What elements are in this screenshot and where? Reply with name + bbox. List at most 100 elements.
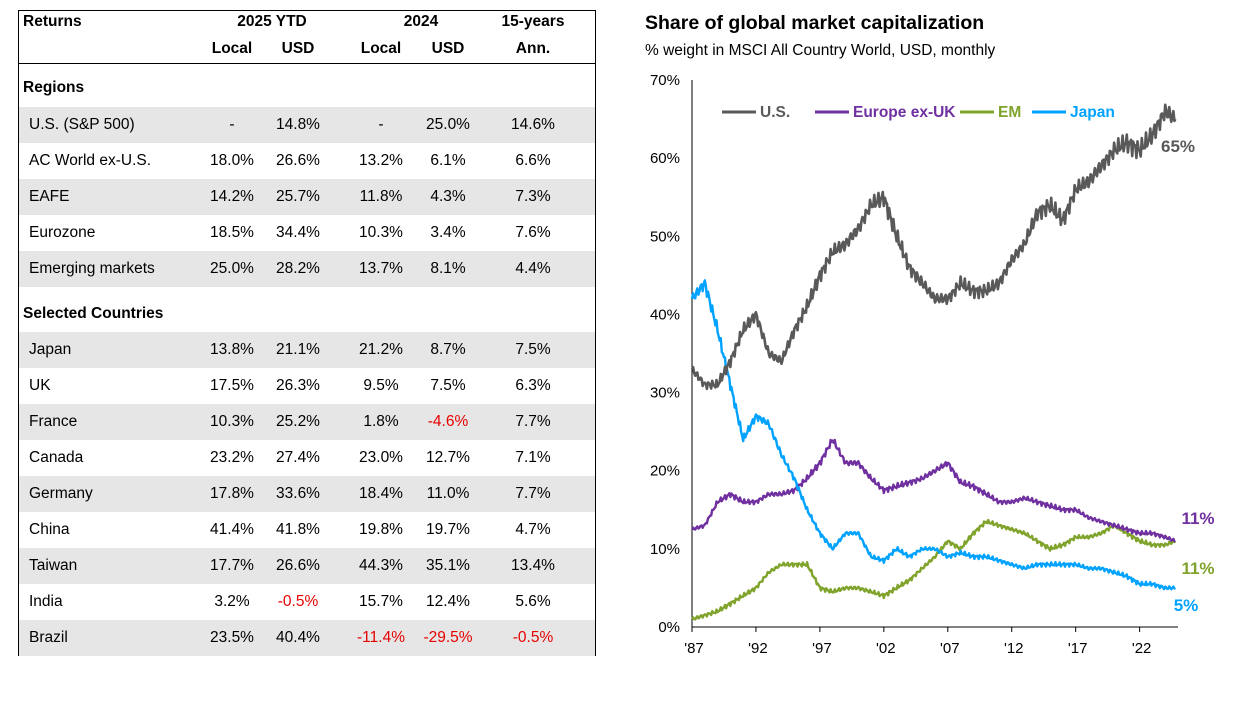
ytd-local-value: 18.0% — [210, 152, 254, 169]
header-usd-ytd: USD — [281, 40, 315, 57]
x-tick-label: '92 — [748, 640, 768, 657]
y2024-local-value: 21.2% — [359, 341, 403, 358]
y2024-local-value: 15.7% — [359, 593, 403, 610]
end-label-em: 11% — [1181, 559, 1214, 578]
legend-label-japan: Japan — [1070, 104, 1115, 121]
table-row: Taiwan 17.7% 26.6% 44.3% 35.1% 13.4% — [19, 548, 595, 584]
y2024-local-value: 23.0% — [359, 449, 403, 466]
y2024-local-value: 18.4% — [359, 485, 403, 502]
y2024-local-value: 13.7% — [359, 260, 403, 277]
table-row: Eurozone 18.5% 34.4% 10.3% 3.4% 7.6% — [19, 215, 595, 251]
y-tick-label: 40% — [650, 306, 680, 323]
y-tick-label: 30% — [650, 385, 680, 402]
row-label: India — [29, 593, 63, 610]
y-tick-label: 20% — [650, 463, 680, 480]
ytd-usd-value: 25.7% — [276, 188, 320, 205]
ann15-value: 7.1% — [515, 449, 551, 466]
y2024-usd-value: 19.7% — [426, 521, 470, 538]
ytd-usd-value: 26.3% — [276, 377, 320, 394]
y2024-usd-value: 8.7% — [430, 341, 466, 358]
ytd-usd-value: 21.1% — [276, 341, 320, 358]
ytd-usd-value: 34.4% — [276, 224, 320, 241]
ytd-usd-value: 40.4% — [276, 629, 320, 646]
table-row: France 10.3% 25.2% 1.8% -4.6% 7.7% — [19, 404, 595, 440]
chart-title: Share of global market capitalization — [645, 12, 985, 34]
x-tick-label: '97 — [812, 640, 832, 657]
y2024-usd-value: 11.0% — [426, 485, 470, 502]
row-label: Taiwan — [29, 557, 78, 574]
returns-table: Returns 2025 YTD 2024 15-years Local USD Local… — [18, 10, 596, 656]
ytd-usd-value: -0.5% — [277, 593, 319, 610]
table-row: Brazil 23.5% 40.4% -11.4% -29.5% -0.5% — [19, 620, 595, 656]
chart-subtitle: % weight in MSCI All Country World, USD,… — [645, 42, 996, 59]
table-row: Canada 23.2% 27.4% 23.0% 12.7% 7.1% — [19, 440, 595, 476]
y-tick-label: 60% — [650, 150, 680, 167]
header-returns: Returns — [23, 13, 82, 30]
ytd-local-value: - — [229, 116, 235, 133]
table-header-row: Returns 2025 YTD 2024 15-years — [19, 13, 595, 35]
y2024-usd-value: 25.0% — [426, 116, 470, 133]
y2024-usd-value: 35.1% — [426, 557, 470, 574]
section-countries: Selected Countries — [19, 305, 595, 327]
ytd-local-value: 14.2% — [210, 188, 254, 205]
y2024-usd-value: -4.6% — [427, 413, 469, 430]
y-tick-label: 70% — [650, 72, 680, 89]
ann15-value: 14.6% — [511, 116, 555, 133]
ann15-value: 6.6% — [515, 152, 551, 169]
y2024-usd-value: 8.1% — [430, 260, 466, 277]
ytd-usd-value: 26.6% — [276, 557, 320, 574]
row-label: UK — [29, 377, 51, 394]
ytd-usd-value: 14.8% — [276, 116, 320, 133]
table-row: China 41.4% 41.8% 19.8% 19.7% 4.7% — [19, 512, 595, 548]
row-label: Brazil — [29, 629, 68, 646]
y2024-local-value: 9.5% — [363, 377, 399, 394]
table-row: Emerging markets 25.0% 28.2% 13.7% 8.1% 4.4% — [19, 251, 595, 287]
ytd-local-value: 23.5% — [210, 629, 254, 646]
section-regions: Regions — [19, 79, 595, 101]
y2024-usd-value: 3.4% — [430, 224, 466, 241]
row-label: Eurozone — [29, 224, 96, 241]
table-row: U.S. (S&P 500) - 14.8% - 25.0% 14.6% — [19, 107, 595, 143]
y2024-usd-value: 4.3% — [430, 188, 466, 205]
ytd-local-value: 17.8% — [210, 485, 254, 502]
series-line-japan — [690, 279, 1177, 591]
end-label-europe: 11% — [1181, 509, 1214, 528]
market-cap-chart: 0% 10% 20% 30% 40% 50% 60% 70% '87 '92 '97 '02 '07 '1… — [650, 72, 1215, 657]
ann15-value: -0.5% — [512, 629, 554, 646]
y2024-local-value: 10.3% — [359, 224, 403, 241]
ytd-usd-value: 41.8% — [276, 521, 320, 538]
ann15-value: 6.3% — [515, 377, 551, 394]
y-tick-label: 50% — [650, 228, 680, 245]
header-local-2024: Local — [360, 40, 402, 57]
x-tick-label: '17 — [1068, 640, 1088, 657]
ytd-usd-value: 26.6% — [276, 152, 320, 169]
ann15-value: 7.6% — [515, 224, 551, 241]
ytd-local-value: 18.5% — [210, 224, 254, 241]
y2024-local-value: -11.4% — [357, 629, 405, 646]
table-row: Germany 17.8% 33.6% 18.4% 11.0% 7.7% — [19, 476, 595, 512]
table-subheader-row: Local USD Local USD Ann. — [19, 40, 595, 62]
ytd-usd-value: 33.6% — [276, 485, 320, 502]
row-label: China — [29, 521, 70, 538]
ytd-local-value: 17.7% — [210, 557, 254, 574]
table-row: Japan 13.8% 21.1% 21.2% 8.7% 7.5% — [19, 332, 595, 368]
series-line-em — [690, 518, 1177, 621]
x-tick-label: '87 — [684, 640, 704, 657]
table-row: AC World ex-U.S. 18.0% 26.6% 13.2% 6.1% 6.6% — [19, 143, 595, 179]
ytd-local-value: 25.0% — [210, 260, 254, 277]
ann15-value: 7.7% — [515, 485, 551, 502]
y2024-local-value: 19.8% — [359, 521, 403, 538]
row-label: Japan — [29, 341, 72, 358]
legend-label-europe: Europe ex-UK — [853, 104, 956, 121]
ytd-local-value: 10.3% — [210, 413, 254, 430]
x-tick-label: '22 — [1132, 640, 1152, 657]
ann15-value: 7.3% — [515, 188, 551, 205]
ytd-local-value: 13.8% — [210, 341, 254, 358]
ytd-local-value: 41.4% — [210, 521, 254, 538]
x-tick-label: '02 — [876, 640, 896, 657]
y2024-local-value: - — [378, 116, 384, 133]
header-15-years: 15-years — [501, 13, 565, 30]
y2024-usd-value: 12.7% — [426, 449, 470, 466]
header-usd-2024: USD — [431, 40, 465, 57]
legend-label-us: U.S. — [760, 104, 790, 121]
